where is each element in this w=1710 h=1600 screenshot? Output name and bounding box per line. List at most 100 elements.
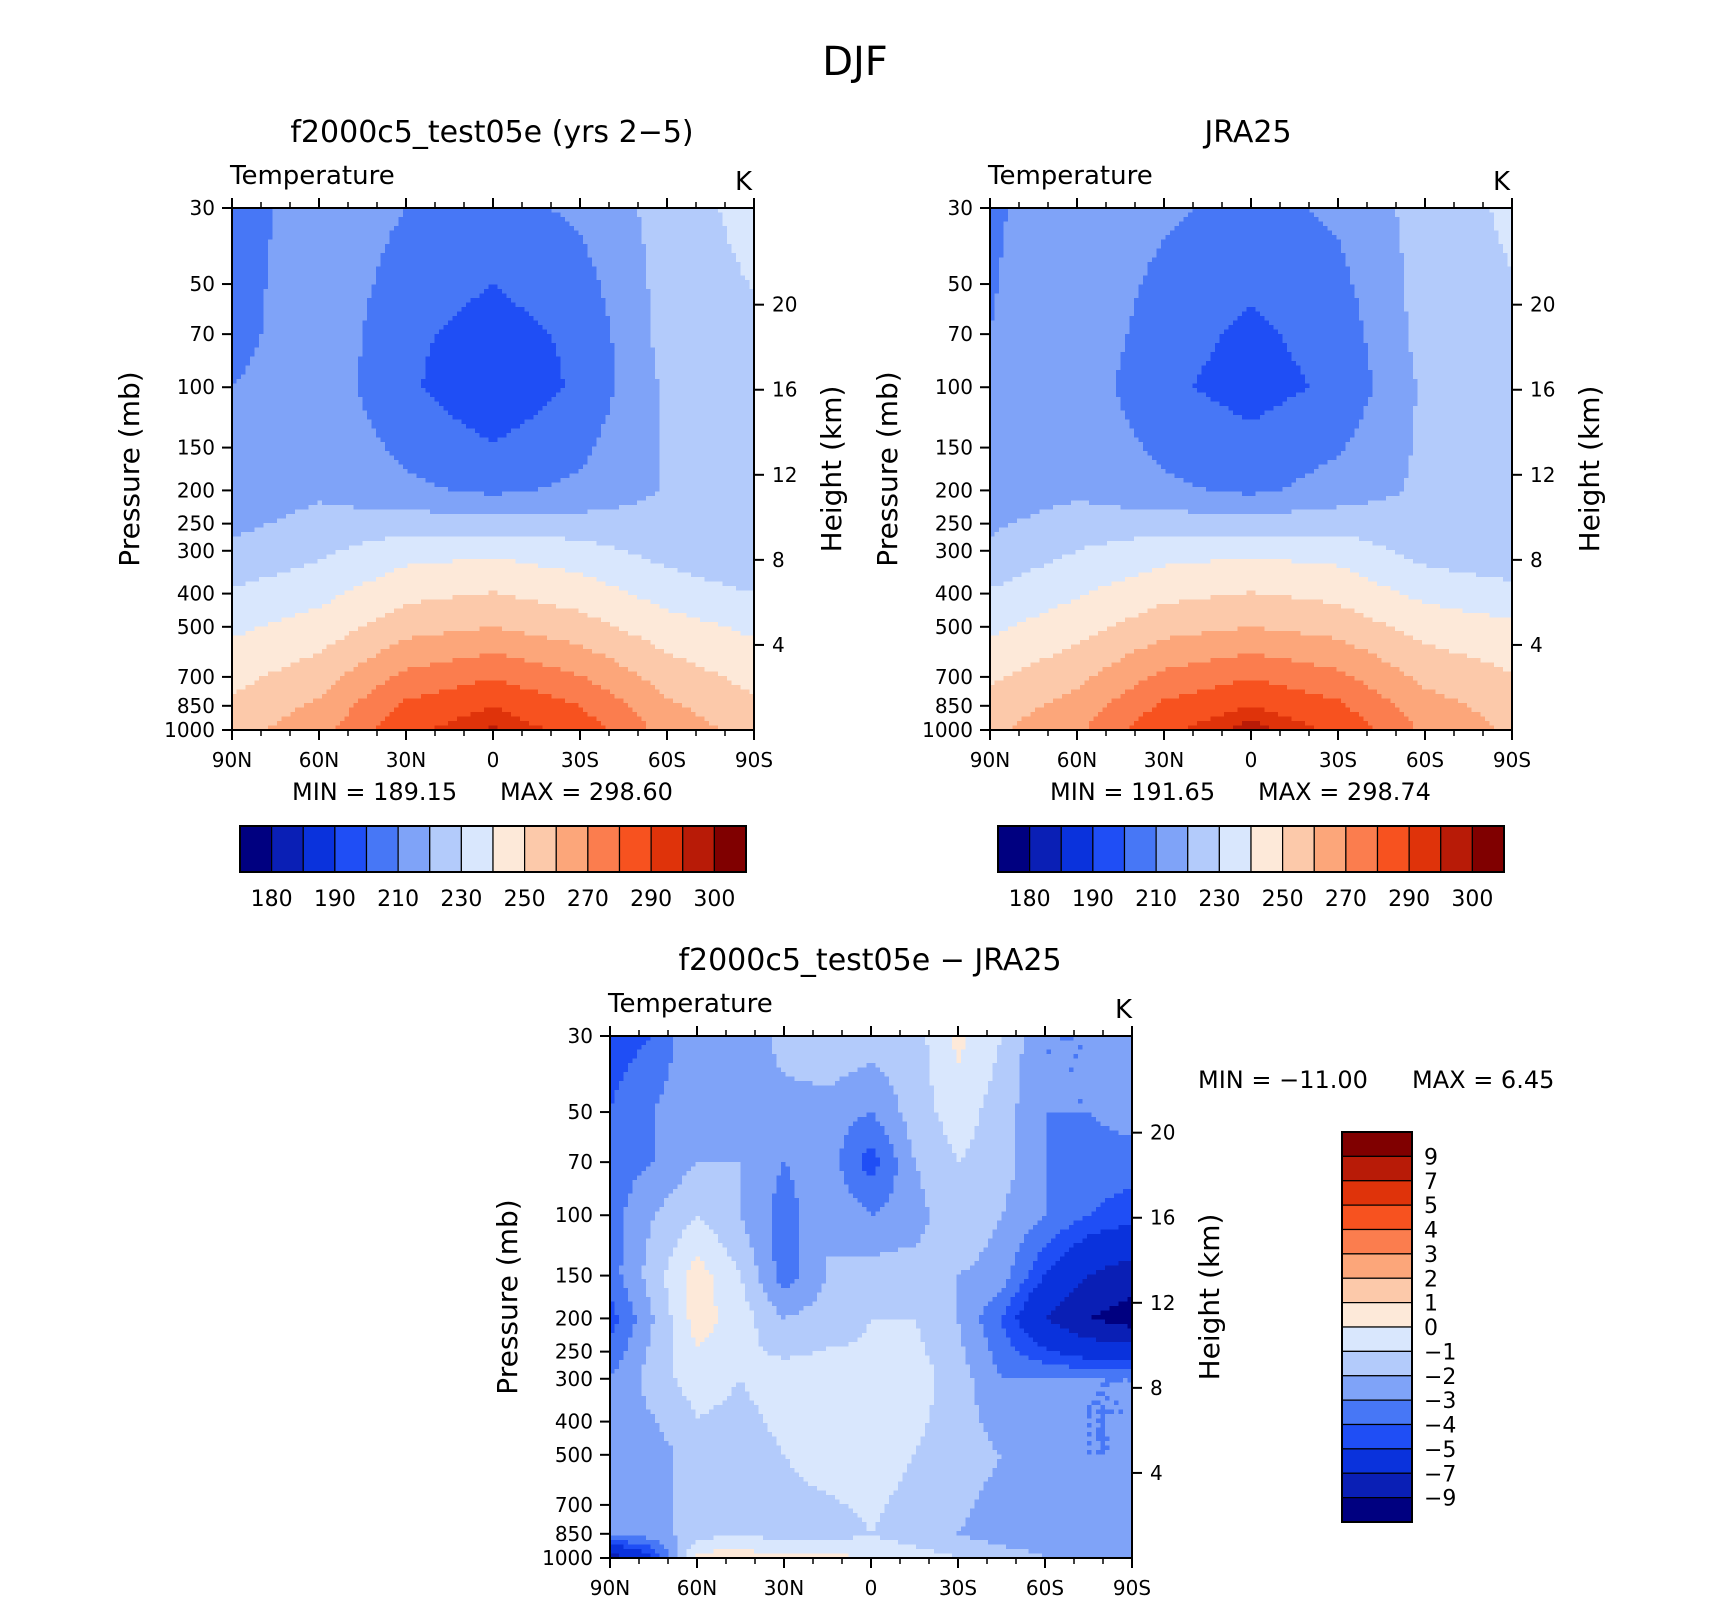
panel-model-units-label: K: [735, 167, 753, 197]
panel-reference-y-tick-label: 70: [948, 322, 973, 346]
panel-difference-y-tick-label: 400: [555, 1410, 593, 1434]
panel-model-colorbar-label: 210: [377, 887, 419, 912]
panel-model-y-tick-label: 1000: [164, 718, 215, 742]
panel-model-y-tick-label: 500: [177, 615, 215, 639]
panel-reference-variable-label: Temperature: [987, 161, 1153, 191]
panel-difference-colorbar-box: [1342, 1156, 1412, 1180]
panel-reference-colorbar-box: [1314, 826, 1346, 872]
panel-difference-units-label: K: [1115, 995, 1133, 1025]
panel-reference-min-label: MIN = 191.65: [1050, 778, 1215, 806]
panel-difference-x-tick-label: 30S: [939, 1576, 977, 1600]
panel-reference-y-tick-label: 30: [948, 196, 973, 220]
panel-reference-colorbar-label: 230: [1198, 887, 1240, 912]
panel-model-colorbar-label: 230: [440, 887, 482, 912]
panel-model-y-tick-label: 400: [177, 582, 215, 606]
panel-reference-height-tick-label: 20: [1530, 293, 1555, 317]
panel-model-height-tick-label: 16: [772, 378, 797, 402]
panel-model-min-label: MIN = 189.15: [292, 778, 457, 806]
panel-reference-x-tick-label: 60S: [1406, 748, 1444, 772]
panel-model: f2000c5_test05e (yrs 2−5) Temperature K …: [113, 115, 848, 912]
panel-difference-colorbar-box: [1342, 1327, 1412, 1351]
panel-reference-y-tick-label: 100: [935, 375, 973, 399]
panel-model-colorbar-box: [556, 826, 588, 872]
panel-difference-colorbar-box: [1342, 1181, 1412, 1205]
panel-difference-x-tick-label: 60S: [1026, 1576, 1064, 1600]
panel-reference-y-tick-label: 400: [935, 582, 973, 606]
panel-model-y-tick-label: 50: [190, 272, 215, 296]
panel-model-colorbar-box: [714, 826, 746, 872]
panel-model-y-tick-label: 700: [177, 665, 215, 689]
panel-reference-colorbar-label: 210: [1135, 887, 1177, 912]
panel-reference-y-tick-label: 850: [935, 694, 973, 718]
panel-model-x-tick-label: 0: [487, 748, 500, 772]
panel-model-height-tick-label: 12: [772, 463, 797, 487]
panel-difference-y-tick-label: 200: [555, 1306, 593, 1330]
panel-difference-x-tick-label: 90N: [590, 1576, 630, 1600]
panel-reference-y-tick-label: 250: [935, 512, 973, 536]
panel-model-colorbar-label: 190: [314, 887, 356, 912]
panel-reference-y-tick-label: 700: [935, 665, 973, 689]
panel-difference-height-tick-label: 12: [1150, 1291, 1175, 1315]
panel-reference-colorbar-label: 180: [1009, 887, 1051, 912]
panel-reference-y-tick-label: 200: [935, 478, 973, 502]
panel-model-colorbar-box: [493, 826, 525, 872]
panel-difference-colorbar-label: 9: [1424, 1145, 1438, 1170]
panel-model-x-tick-label: 90N: [212, 748, 252, 772]
panel-difference-colorbar-label: 0: [1424, 1316, 1438, 1341]
panel-difference-colorbar-box: [1342, 1230, 1412, 1254]
panel-difference-y-tick-label: 30: [568, 1024, 593, 1048]
panel-reference-y-tick-label: 1000: [922, 718, 973, 742]
panel-reference-colorbar-box: [1061, 826, 1093, 872]
panel-reference-colorbar-box: [998, 826, 1030, 872]
panel-reference-y-tick-label: 50: [948, 272, 973, 296]
panel-reference-x-tick-label: 0: [1245, 748, 1258, 772]
panel-model-colorbar-box: [651, 826, 683, 872]
panel-difference-height-tick-label: 4: [1150, 1461, 1163, 1485]
panel-difference-y-tick-label: 250: [555, 1340, 593, 1364]
panel-difference-colorbar-box: [1342, 1498, 1412, 1522]
panel-difference-colorbar-box: [1342, 1473, 1412, 1497]
panel-reference-colorbar-label: 290: [1388, 887, 1430, 912]
panel-reference-colorbar-box: [1472, 826, 1504, 872]
panel-reference-colorbar-box: [1441, 826, 1473, 872]
panel-difference-y-tick-label: 700: [555, 1493, 593, 1517]
panel-model-x-tick-label: 30S: [561, 748, 599, 772]
panel-difference-y-tick-label: 70: [568, 1150, 593, 1174]
panel-reference-colorbar-box: [1219, 826, 1251, 872]
panel-model-colorbar-label: 290: [630, 887, 672, 912]
panel-difference-height-tick-label: 16: [1150, 1206, 1175, 1230]
panel-model-title: f2000c5_test05e (yrs 2−5): [290, 115, 693, 150]
panel-difference-min-label: MIN = −11.00: [1198, 1066, 1368, 1094]
panel-difference-colorbar-box: [1342, 1205, 1412, 1229]
panel-model-y-tick-label: 200: [177, 478, 215, 502]
panel-difference-y-tick-label: 100: [555, 1203, 593, 1227]
panel-reference-colorbar-box: [1378, 826, 1410, 872]
panel-difference-height-tick-label: 20: [1150, 1121, 1175, 1145]
panel-difference-colorbar-label: 4: [1424, 1219, 1438, 1244]
panel-reference-colorbar-box: [1156, 826, 1188, 872]
panel-difference-colorbar-box: [1342, 1351, 1412, 1375]
panel-reference-x-tick-label: 30N: [1144, 748, 1184, 772]
panel-model-colorbar-box: [367, 826, 399, 872]
panel-difference-y-axis-title: Pressure (mb): [491, 1199, 524, 1394]
panel-difference-colorbar-label: −2: [1424, 1365, 1456, 1390]
panel-model-y-tick-label: 150: [177, 436, 215, 460]
panel-difference-colorbar-label: −1: [1424, 1340, 1456, 1365]
panel-model-colorbar-box: [303, 826, 335, 872]
panel-model-colorbar-box: [588, 826, 620, 872]
panel-reference-colorbar-box: [1188, 826, 1220, 872]
panel-reference-height-tick-label: 12: [1530, 463, 1555, 487]
panel-model-y-tick-label: 850: [177, 694, 215, 718]
panel-reference-y-tick-label: 500: [935, 615, 973, 639]
panel-reference-contour-field: [990, 208, 1513, 731]
panel-reference-colorbar-box: [1030, 826, 1062, 872]
panel-reference-units-label: K: [1493, 167, 1511, 197]
panel-difference-y-axis-right-title: Height (km): [1193, 1214, 1226, 1381]
figure-title: DJF: [822, 39, 888, 85]
panel-model-colorbar-box: [620, 826, 652, 872]
panel-difference-title: f2000c5_test05e − JRA25: [678, 943, 1061, 978]
panel-difference-y-tick-label: 50: [568, 1100, 593, 1124]
panel-model-colorbar-box: [461, 826, 493, 872]
panel-difference: f2000c5_test05e − JRA25 Temperature K MI…: [491, 943, 1554, 1600]
